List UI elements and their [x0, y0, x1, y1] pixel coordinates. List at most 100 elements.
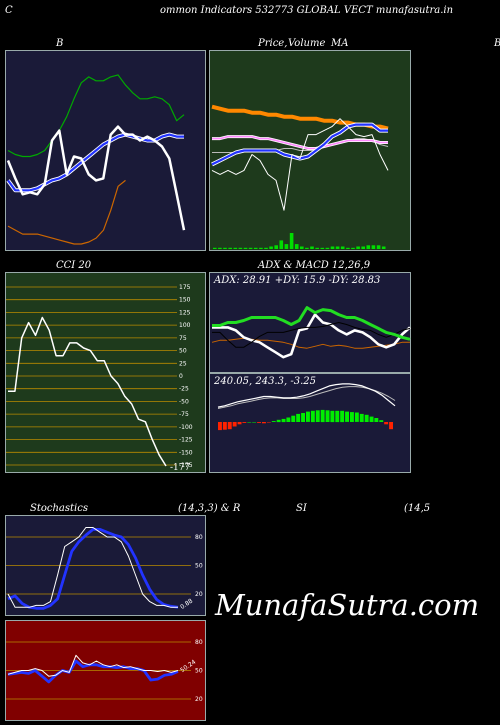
bollinger-chart	[6, 74, 186, 245]
macd-histogram-bar	[306, 411, 310, 422]
volume-bar	[259, 247, 263, 249]
bollinger-panel	[5, 50, 206, 251]
macd-values: 240.05, 243.3, -3.25	[214, 376, 316, 387]
rsi-main-line	[7, 654, 179, 677]
price-title-right: B	[494, 38, 500, 49]
macd-histogram-bar	[286, 417, 291, 422]
macd-chart	[217, 383, 396, 431]
stoch-signal-line	[7, 527, 179, 610]
cci-tick-label: 25	[179, 360, 187, 367]
macd-histogram-bar	[242, 422, 247, 423]
volume-bar	[274, 245, 278, 249]
price-title-ma: MA	[331, 38, 349, 49]
macd-signal-line	[217, 386, 396, 409]
price-title: Price,	[258, 38, 288, 49]
macd-histogram-bar	[364, 414, 369, 422]
rsi-tick-label: 50	[195, 668, 203, 675]
macd-histogram-bar	[330, 410, 335, 423]
macd-histogram-bar	[266, 422, 271, 423]
cci-tick-label: 75	[179, 335, 187, 342]
volume-bar	[366, 245, 371, 249]
cci-tick-label: -100	[179, 424, 193, 431]
stochastics-panel: 80 50 20 0.88	[5, 515, 206, 616]
bb-title: B	[56, 38, 64, 49]
price-panel	[209, 50, 411, 251]
volume-bar	[238, 247, 243, 249]
cci-tick-label: 150	[179, 297, 191, 304]
cci-tick-label: 125	[179, 309, 191, 316]
macd-histogram-bar	[325, 410, 330, 422]
bb-upper-line	[7, 74, 185, 158]
macd-histogram-bar	[227, 422, 232, 430]
rsi-panel: 80 50 20 50.24	[5, 620, 206, 721]
volume-bar	[320, 247, 325, 249]
macd-histogram-bar	[335, 410, 340, 423]
macd-histogram-bar	[262, 422, 266, 424]
macd-histogram-bar	[315, 410, 320, 422]
macd-histogram-bar	[276, 419, 281, 423]
macd-histogram-bar	[222, 422, 227, 430]
volume-bar	[300, 246, 304, 249]
macd-panel: 240.05, 243.3, -3.25	[209, 373, 411, 473]
macd-histogram-bar	[296, 413, 301, 422]
volume-bar	[218, 247, 222, 249]
volume-bar	[264, 247, 268, 249]
macd-histogram-bar	[345, 411, 349, 422]
macd-histogram-bar	[384, 422, 389, 425]
volume-bar	[248, 247, 253, 249]
price-title-volume: Volume	[288, 38, 326, 49]
volume-bar	[228, 247, 232, 249]
volume-bar	[340, 246, 345, 249]
cci-panel: 175 150 125 100 75 50 25 0 -25 -50 -75 -100 -125 -150…	[5, 272, 206, 473]
volume-bar	[253, 247, 258, 249]
macd-line	[217, 383, 396, 408]
adx-panel: ADX: 28.91 +DY: 15.9 -DY: 28.83	[209, 272, 411, 373]
volume-bar	[325, 247, 330, 249]
rsi-signal-line	[7, 659, 179, 684]
ma-pink-line	[212, 135, 388, 150]
volume-bar	[335, 246, 340, 249]
volume-bar	[381, 246, 386, 249]
volume-bar	[223, 247, 227, 249]
volume-bar	[346, 247, 350, 249]
macd-histogram-bar	[350, 412, 354, 422]
macd-histogram-bar	[301, 413, 305, 422]
volume-bar	[376, 245, 381, 249]
stoch-title: Stochastics	[30, 503, 88, 514]
cci-tick-label: -25	[179, 386, 189, 393]
price-chart	[211, 104, 389, 249]
stoch-params: (14,3,3) & R	[178, 503, 241, 514]
adx-values: ADX: 28.91 +DY: 15.9 -DY: 28.83	[214, 275, 381, 286]
bb-lower-line	[7, 179, 126, 245]
volume-bar	[305, 247, 309, 249]
adx-macd-title: ADX & MACD 12,26,9	[258, 260, 371, 271]
cci-tick-label: 0	[179, 373, 183, 380]
watermark: MunafaSutra.com	[215, 588, 480, 622]
macd-histogram-bar	[340, 410, 345, 423]
volume-bar	[330, 246, 335, 249]
macd-histogram-bar	[291, 415, 296, 422]
stoch-tick-label: 20	[195, 591, 203, 598]
volume-bar	[371, 245, 376, 249]
header-left-letter: C	[5, 5, 13, 16]
macd-histogram-bar	[320, 409, 325, 423]
adx-chart	[211, 306, 411, 359]
cci-tick-label: 175	[179, 284, 191, 291]
macd-histogram-bar	[281, 418, 286, 423]
macd-histogram-bar	[389, 422, 393, 430]
stoch-main-line	[7, 527, 178, 608]
macd-histogram-bar	[252, 422, 257, 423]
price-line	[211, 118, 389, 211]
macd-histogram-bar	[354, 412, 359, 422]
adx-line	[212, 306, 411, 341]
macd-histogram-bar	[271, 421, 276, 422]
adx-plus-dy-outline	[212, 313, 411, 359]
cci-tick-label: 50	[179, 348, 187, 355]
cci-tick-label: -75	[179, 411, 189, 418]
rsi-params: (14,5	[404, 503, 431, 514]
cci-tick-label: -175	[179, 462, 193, 469]
volume-bar	[243, 247, 248, 249]
cci-tick-label: -125	[179, 437, 193, 444]
rsi-tick-label: 80	[195, 639, 203, 646]
rsi-tick-label: 20	[195, 696, 203, 703]
